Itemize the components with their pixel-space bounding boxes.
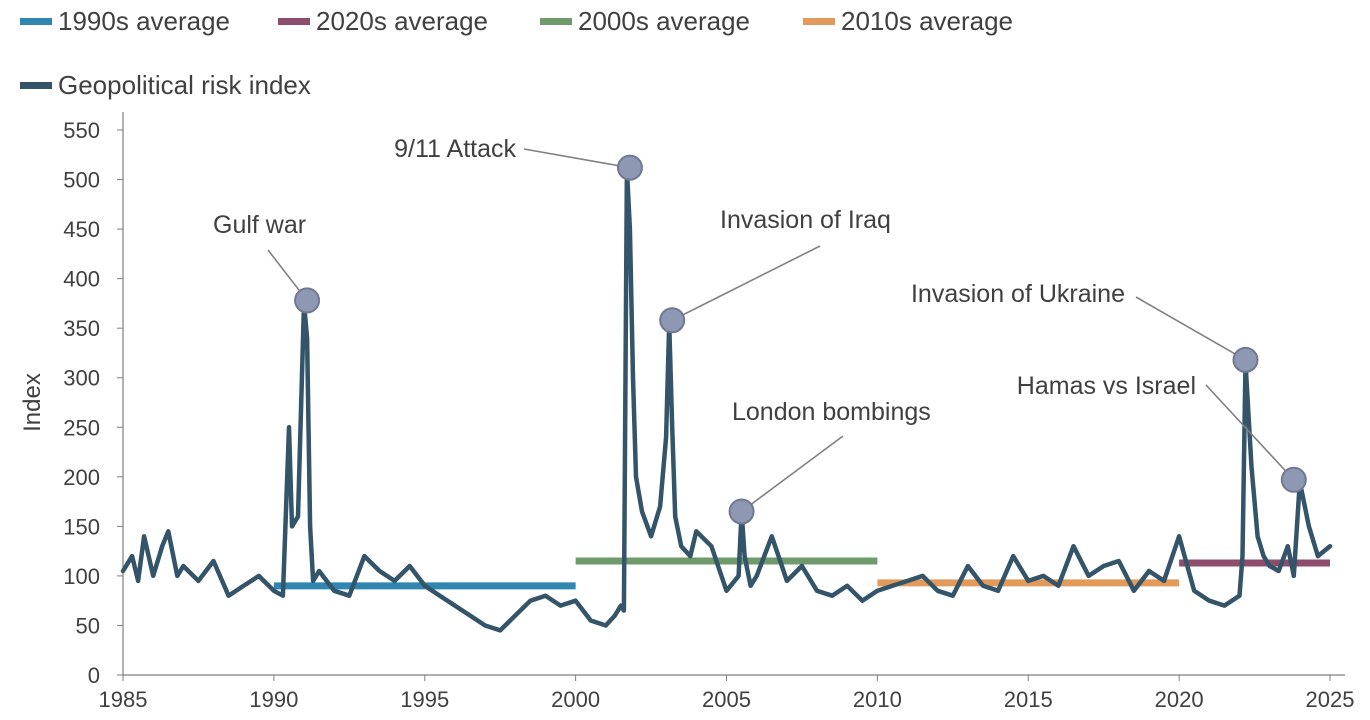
legend-item-1990s-average: 1990s average: [20, 6, 230, 37]
y-tick-label: 100: [63, 564, 100, 589]
annotation-marker: [1232, 346, 1259, 373]
annotation-leader-line: [523, 148, 631, 169]
annotation-label: Hamas vs Israel: [1017, 372, 1196, 400]
legend-label-2010s-average: 2010s average: [841, 6, 1014, 36]
x-tick-label: 2005: [702, 687, 751, 712]
y-tick-label: 450: [63, 217, 100, 242]
annotation-leader-line: [1205, 384, 1295, 481]
annotations: Gulf war 9/11 Attack Invasion of Iraq Londo…: [213, 135, 1307, 525]
x-tick-label: 1985: [99, 687, 148, 712]
annotation-marker: [616, 154, 643, 181]
y-axis-title: Index: [19, 373, 46, 432]
axes: 0 50 100 150 200 250 300 350 400 450 500 550 1985 199…: [19, 112, 1354, 712]
legend-item-2000s-average: 2000s average: [540, 6, 750, 37]
x-tick-label: 2000: [551, 687, 600, 712]
annotation-marker: [659, 307, 686, 334]
legend-swatch-geopolitical-risk-index: [20, 82, 52, 89]
legend-swatch-2000s-average: [540, 18, 572, 25]
legend-swatch-1990s-average: [20, 18, 52, 25]
legend-swatch-2020s-average: [278, 18, 310, 25]
x-tick-label: 2010: [853, 687, 902, 712]
legend-label-2000s-average: 2000s average: [578, 6, 751, 36]
legend-label-2020s-average: 2020s average: [316, 6, 489, 36]
annotation-label: Invasion of Ukraine: [911, 280, 1125, 308]
x-tick-label: 2020: [1155, 687, 1204, 712]
annotation-leader-line: [1135, 296, 1246, 361]
y-tick-label: 300: [63, 366, 100, 391]
annotation-marker: [1280, 466, 1307, 493]
y-tick-label: 0: [88, 663, 100, 688]
x-tick-label: 2015: [1004, 687, 1053, 712]
annotation-marker: [728, 498, 755, 525]
annotation-label: 9/11 Attack: [394, 135, 516, 163]
x-tick-label: 1995: [400, 687, 449, 712]
annotation-label: Gulf war: [213, 211, 306, 239]
legend-label-1990s-average: 1990s average: [58, 6, 231, 36]
y-tick-label: 400: [63, 267, 100, 292]
y-tick-label: 50: [76, 613, 100, 638]
legend-swatch-2010s-average: [803, 18, 835, 25]
y-tick-label: 200: [63, 465, 100, 490]
annotation-label: Invasion of Iraq: [720, 206, 891, 234]
legend-item-2010s-average: 2010s average: [803, 6, 1013, 37]
y-tick-label: 150: [63, 514, 100, 539]
annotation-leader-line: [741, 435, 844, 513]
series-group: [120, 167, 1333, 633]
series-line-geopolitical-risk-index: [120, 167, 1333, 633]
annotation-leader-line: [671, 245, 821, 321]
y-tick-label: 500: [63, 168, 100, 193]
x-tick-label: 2025: [1306, 687, 1355, 712]
annotation-label: London bombings: [732, 398, 931, 426]
y-tick-label: 250: [63, 415, 100, 440]
y-tick-label: 550: [63, 118, 100, 143]
x-tick-label: 1990: [249, 687, 298, 712]
y-tick-label: 350: [63, 316, 100, 341]
legend-item-2020s-average: 2020s average: [278, 6, 488, 37]
legend-item-geopolitical-risk-index: Geopolitical risk index: [20, 70, 311, 101]
legend-label-geopolitical-risk-index: Geopolitical risk index: [58, 70, 311, 100]
annotation-marker: [294, 287, 321, 314]
